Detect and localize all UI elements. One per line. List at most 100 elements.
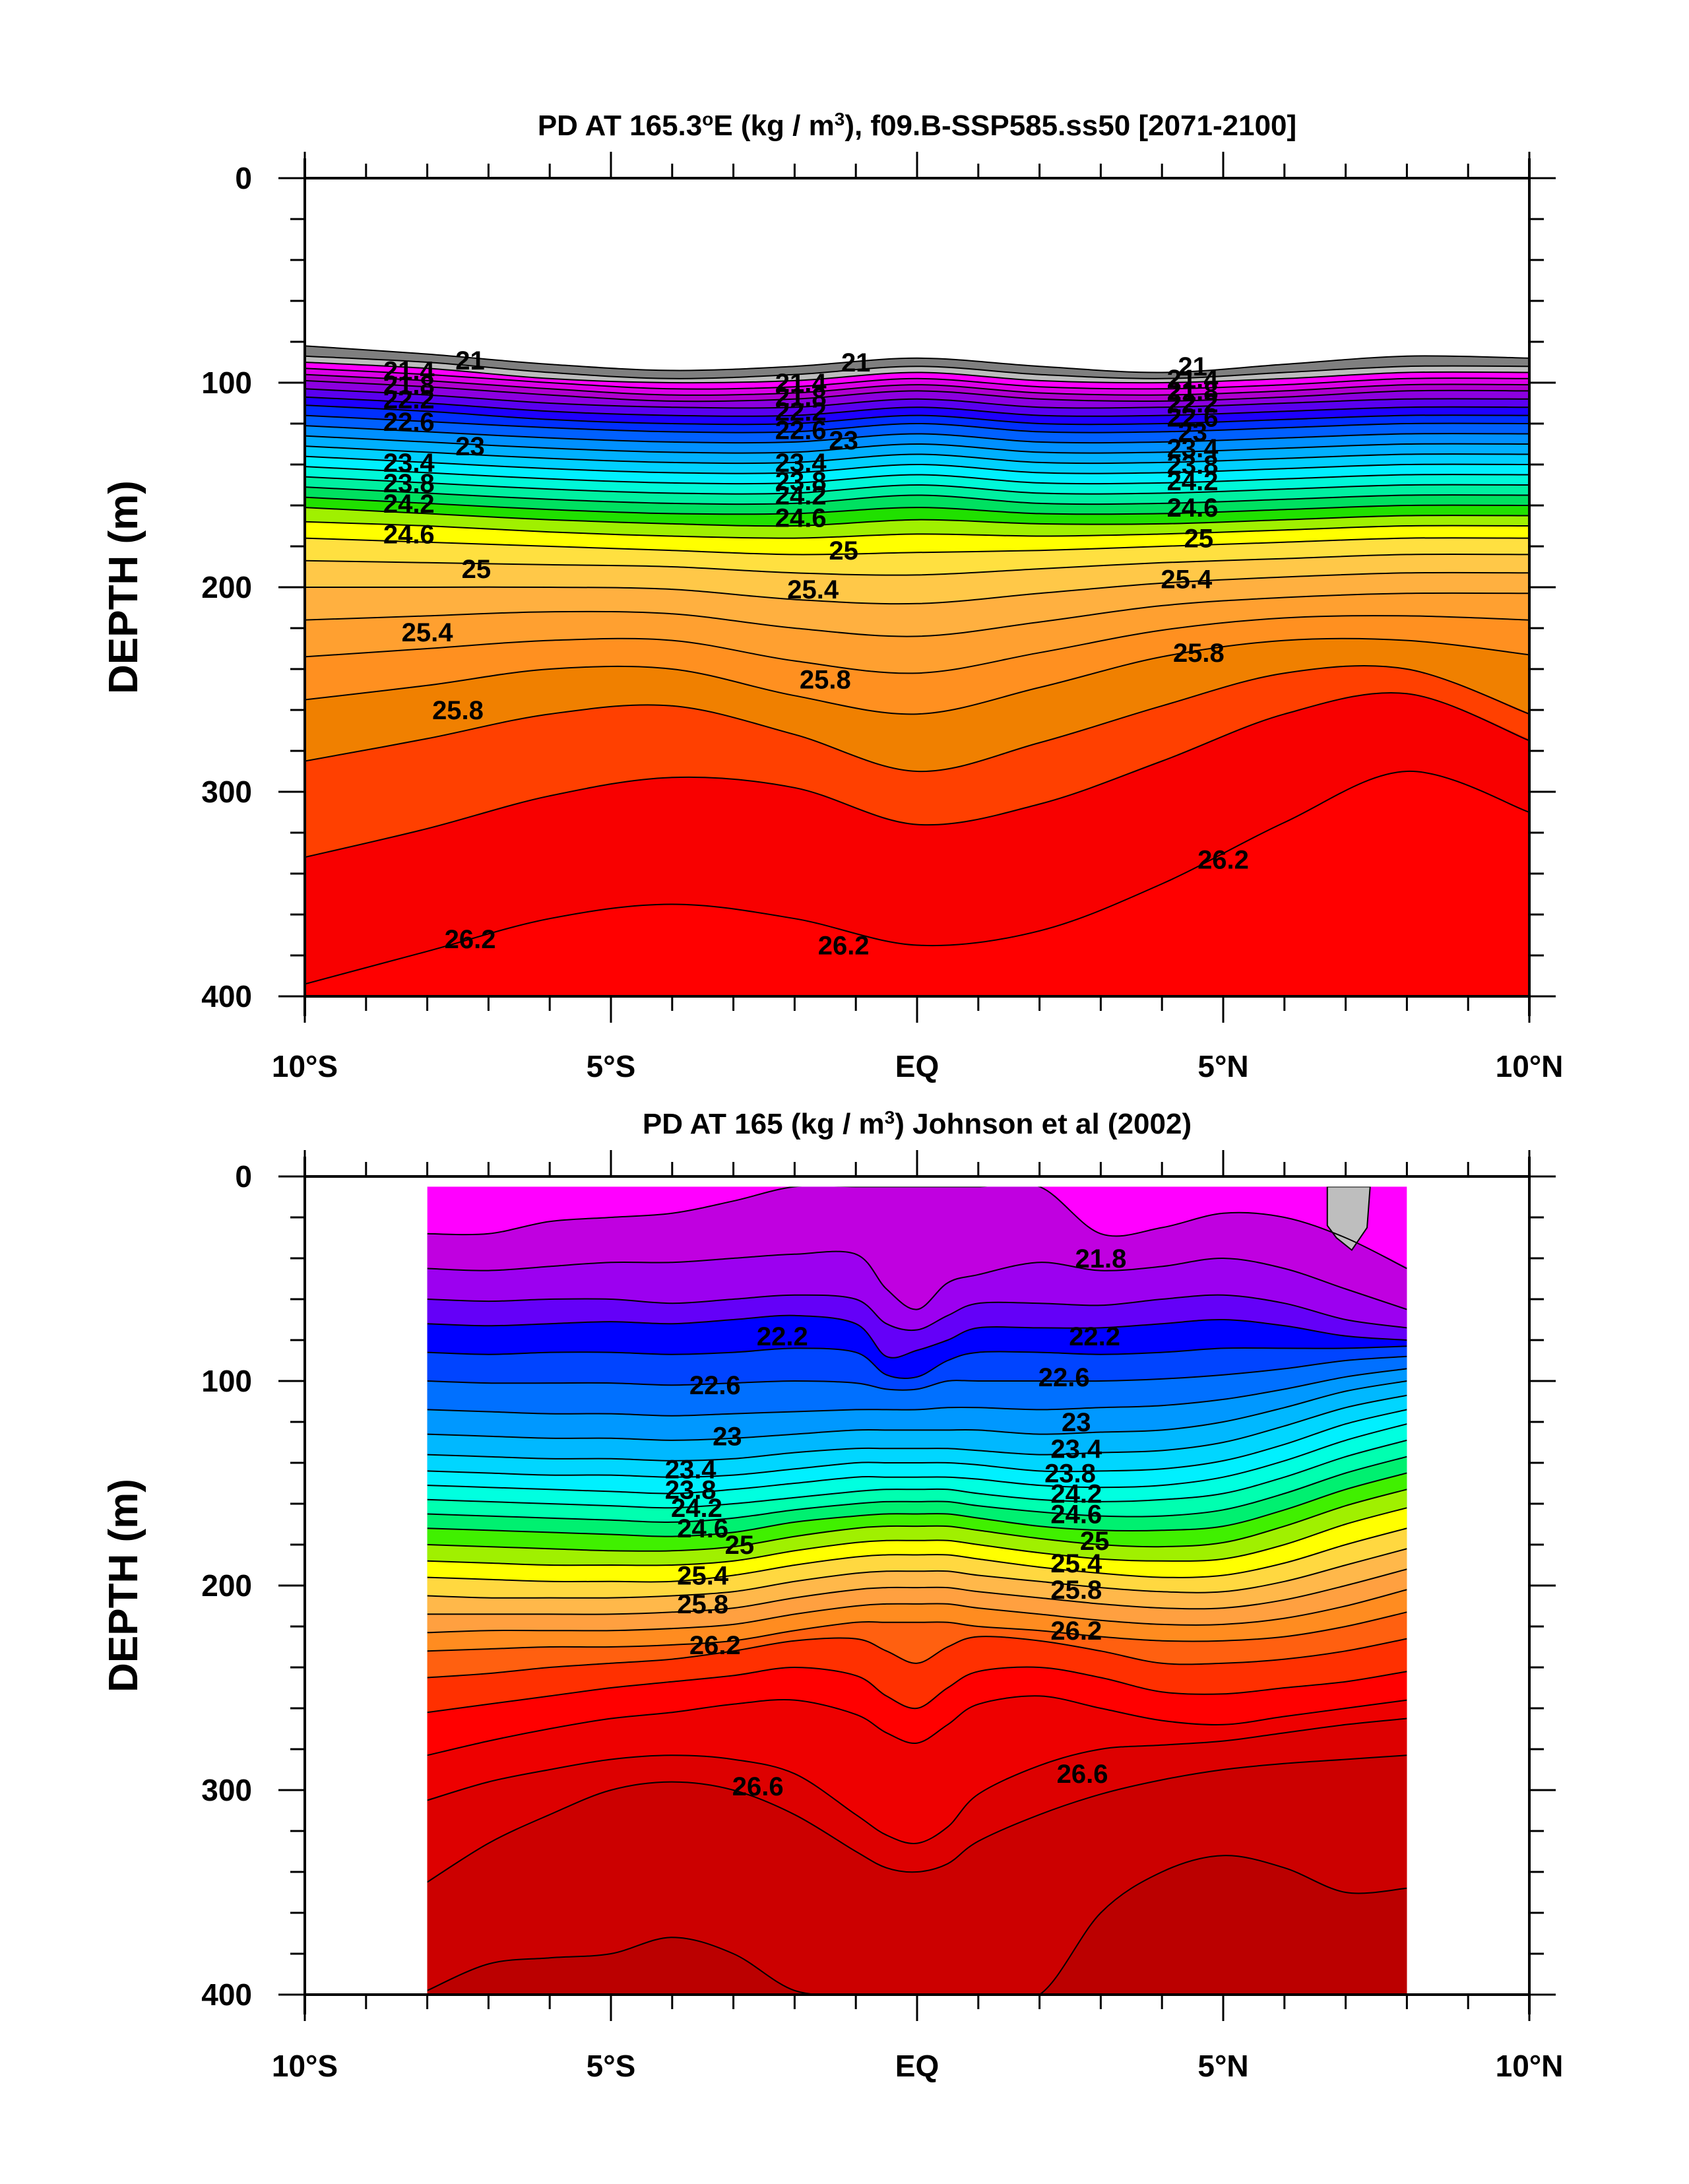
contour-label: 25.8 (800, 666, 851, 695)
contour-label: 25.4 (787, 575, 839, 604)
contour-label: 23.4 (1050, 1434, 1102, 1463)
y-tick-label: 300 (201, 1773, 252, 1807)
x-tick-label: 10°N (1496, 2049, 1564, 2083)
x-tick-label: 10°S (272, 2049, 338, 2083)
contour-label: 21.8 (775, 383, 827, 412)
contour-line-24 (427, 1439, 1407, 1509)
contour-line-25.6 (305, 615, 1529, 674)
contour-line-22.2 (305, 396, 1529, 417)
contour-line-23.4 (305, 455, 1529, 474)
contour-line-26.2 (305, 691, 1529, 858)
contour-line-24 (305, 486, 1529, 505)
contour-label: 24.6 (383, 520, 435, 549)
y-tick-label: 200 (201, 570, 252, 604)
x-tick-label: 5°N (1197, 1049, 1248, 1083)
contour-line-21 (305, 355, 1529, 379)
contour-line-21.4 (305, 368, 1529, 390)
contour-label: 24.6 (775, 504, 827, 533)
contour-line-21.8 (427, 1186, 1407, 1269)
contour-line-26.4 (427, 1695, 1407, 1756)
contour-line-22.8 (305, 425, 1529, 444)
contour-label: 21 (841, 348, 871, 377)
contour-label: 26.2 (1050, 1617, 1102, 1646)
contour-label: 24.2 (383, 490, 435, 519)
contour-label: 23.4 (665, 1455, 717, 1484)
contour-line-24.8 (427, 1507, 1407, 1566)
contour-label: 24.2 (1167, 467, 1219, 496)
contour-line-23.6 (427, 1409, 1407, 1478)
contour-label: 21.8 (1075, 1244, 1126, 1273)
contour-label: 21.4 (1167, 365, 1219, 394)
contour-line-25 (305, 553, 1529, 576)
contour-line-26 (427, 1636, 1407, 1679)
contour-label: 24.2 (1050, 1480, 1102, 1509)
contour-line-26 (305, 664, 1529, 773)
x-tick-label: 10°S (272, 1049, 338, 1083)
contour-line-24.6 (305, 521, 1529, 539)
contour-label: 25.4 (1161, 565, 1213, 594)
contour-line-25.8 (305, 637, 1529, 715)
observed-density-section-panel: 21.822.2 22.222.6 22.623 2323.423.423.823.8… (101, 1107, 1563, 2084)
contour-label: 24.6 (1167, 494, 1219, 523)
contour-line-22.4 (427, 1314, 1407, 1359)
contour-label: 22.2 (1069, 1322, 1120, 1351)
model-density-section-panel: 2121.421.822.222.62323.423.824.224.62525… (101, 109, 1563, 1084)
contour-line-23.8 (305, 476, 1529, 495)
contour-label: 23 (1062, 1408, 1091, 1437)
contour-line-22.6 (427, 1345, 1407, 1380)
contour-fill-group (427, 1186, 1407, 1995)
contour-label: 21.4 (383, 356, 435, 385)
y-tick-label: 100 (201, 1364, 252, 1398)
y-tick-label: 0 (235, 161, 252, 195)
chart-title: PD AT 165.3oE (kg / m3), f09.B-SSP585.ss… (538, 109, 1296, 143)
contour-label: 22.2 (757, 1322, 808, 1351)
y-tick-label: 200 (201, 1568, 252, 1603)
contour-line-26.8 (427, 1754, 1407, 1883)
contour-label: 26.6 (732, 1772, 784, 1801)
x-tick-label: 5°S (587, 2049, 636, 2083)
contour-label: 24.6 (1050, 1500, 1102, 1529)
contour-line-22.8 (427, 1355, 1407, 1391)
contour-label: 25.8 (677, 1590, 728, 1619)
x-tick-label: 5°S (587, 1049, 636, 1083)
contour-label: 26.6 (1057, 1760, 1108, 1789)
contour-label: 23.8 (1044, 1460, 1096, 1489)
contour-label: 24.2 (671, 1494, 722, 1523)
contour-line-23 (305, 435, 1529, 454)
contour-label: 23.8 (665, 1475, 717, 1504)
contour-label: 26.2 (1197, 845, 1249, 874)
contour-line-25.4 (427, 1568, 1407, 1615)
contour-line-25.8 (427, 1611, 1407, 1652)
contour-line-26.2 (427, 1666, 1407, 1714)
contour-line-23.8 (427, 1423, 1407, 1494)
y-tick-label: 100 (201, 366, 252, 400)
contour-line-23.2 (305, 445, 1529, 465)
contour-line-25.2 (305, 571, 1529, 605)
contour-label: 25 (1080, 1527, 1110, 1556)
contour-line-22.2 (427, 1294, 1407, 1332)
contour-label: 24.2 (775, 482, 827, 511)
contour-label: 24.6 (677, 1514, 728, 1543)
contour-label: 25.4 (677, 1562, 729, 1591)
contour-label: 25 (725, 1531, 755, 1560)
contour-label: 22.6 (383, 408, 435, 437)
contour-line-24.8 (305, 537, 1529, 556)
contour-line-21.6 (305, 373, 1529, 396)
contour-line-20.8 (305, 345, 1529, 373)
contour-label: 21.8 (1167, 377, 1219, 406)
y-axis-label: DEPTH (m) (101, 1479, 146, 1692)
chart-title: PD AT 165 (kg / m3) Johnson et al (2002) (643, 1107, 1192, 1141)
contour-line-25.6 (427, 1589, 1407, 1634)
contour-label: 25 (1184, 525, 1214, 554)
contour-label: 21.8 (383, 371, 435, 400)
contour-label: 23.4 (1167, 434, 1219, 463)
contour-label: 25.8 (1173, 639, 1225, 668)
contour-label: 25.8 (1050, 1576, 1102, 1605)
contour-label: 23.4 (383, 449, 435, 478)
contour-fill-group (305, 345, 1529, 996)
contour-line-24.6 (427, 1489, 1407, 1552)
contour-label: 22.6 (689, 1371, 741, 1400)
x-tick-label: EQ (895, 2049, 939, 2083)
contour-line-23.4 (427, 1394, 1407, 1461)
